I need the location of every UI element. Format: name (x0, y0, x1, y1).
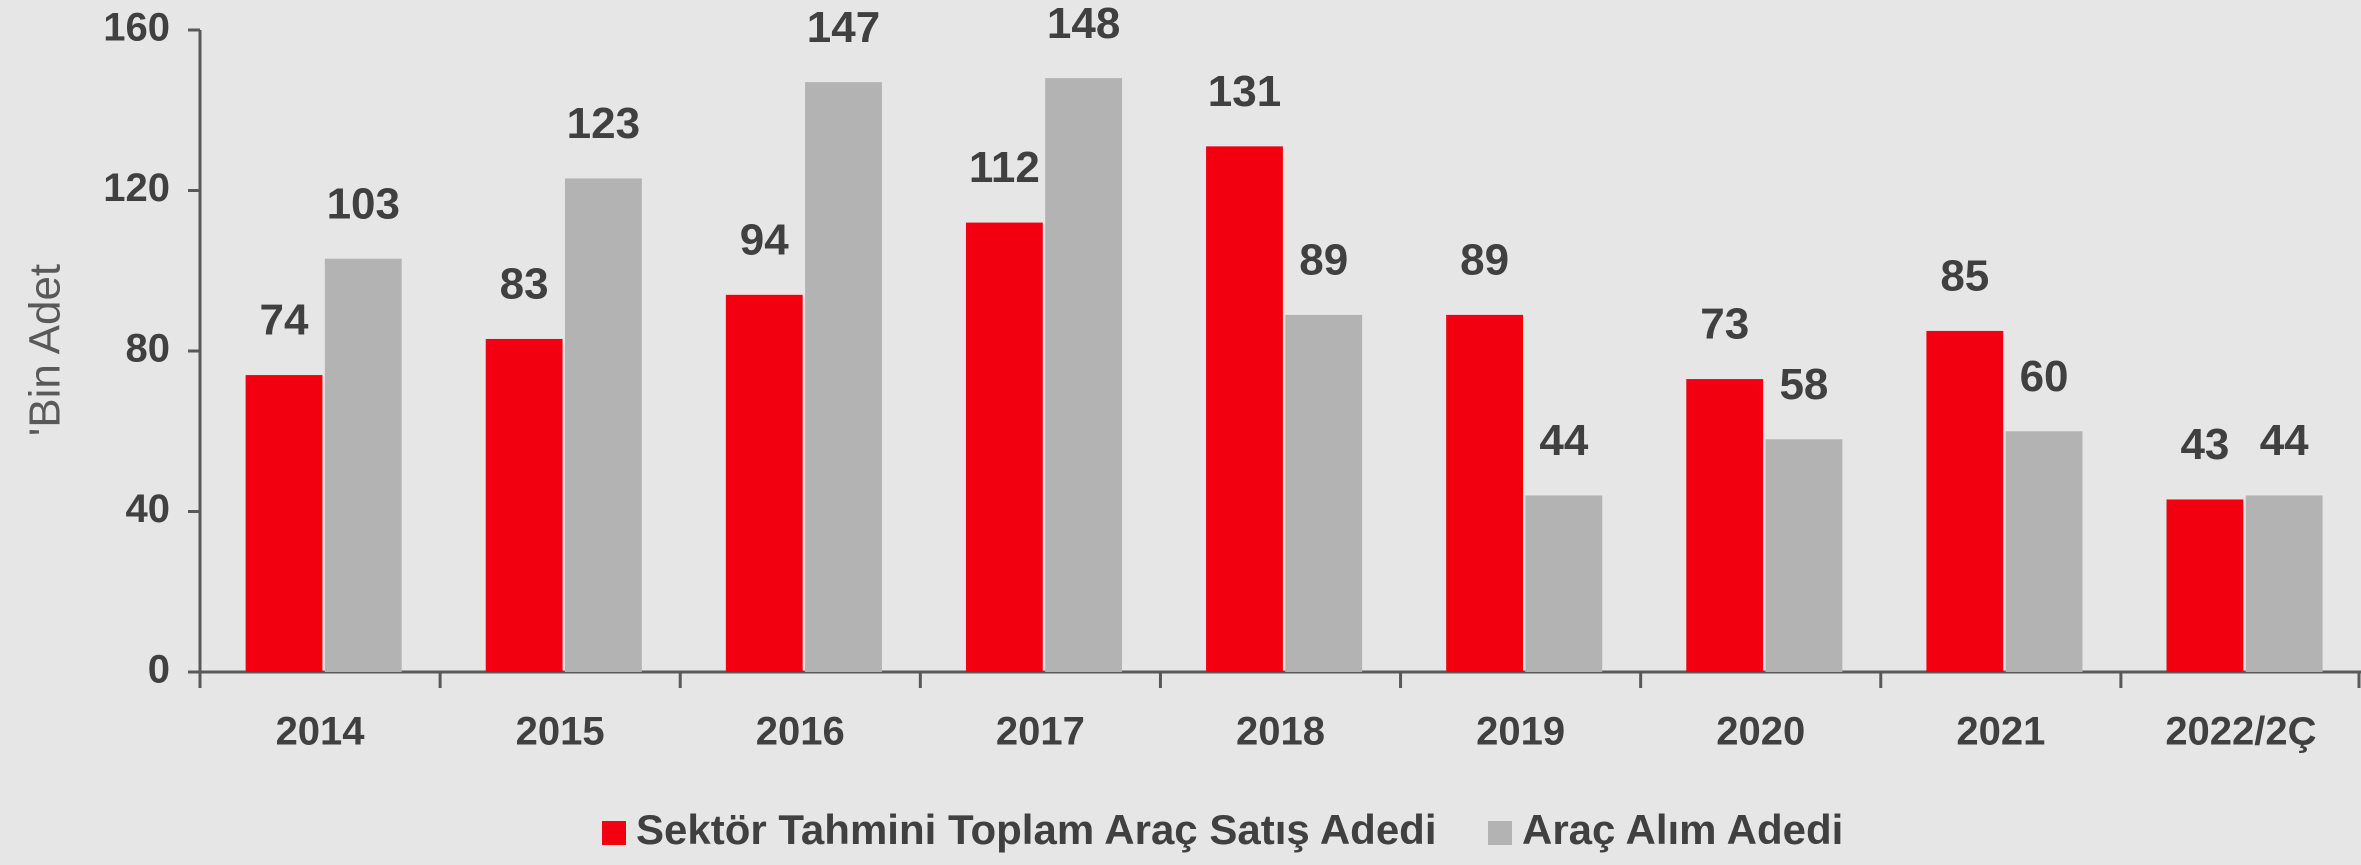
legend-label: Araç Alım Adedi (1522, 806, 1843, 853)
bar (805, 82, 882, 673)
y-tick-label: 80 (126, 327, 171, 371)
legend-label: Sektör Tahmini Toplam Araç Satış Adedi (636, 806, 1437, 853)
x-tick-label: 2015 (516, 710, 605, 754)
x-tick-label: 2018 (1236, 710, 1325, 754)
bar (1045, 78, 1123, 672)
x-tick-label: 2019 (1476, 710, 1565, 754)
bar (1686, 379, 1764, 672)
x-tick-label: 2021 (1956, 710, 2045, 754)
value-label: 94 (740, 215, 789, 264)
y-tick-label: 40 (126, 487, 171, 531)
bar (1525, 495, 1603, 672)
bar (564, 178, 642, 672)
y-tick-label: 0 (148, 648, 170, 692)
bar (1765, 439, 1843, 672)
x-tick-label: 2022/2Ç (2165, 710, 2316, 754)
value-label: 148 (1047, 0, 1120, 48)
x-tick-label: 2014 (276, 710, 366, 754)
value-label: 43 (2180, 420, 2229, 469)
x-tick-label: 2016 (756, 710, 845, 754)
value-label: 112 (969, 143, 1040, 192)
legend-swatch (1488, 821, 1512, 845)
x-tick-label: 2020 (1716, 710, 1805, 754)
bar (1206, 146, 1283, 673)
bar (245, 375, 323, 672)
value-label: 44 (1539, 416, 1588, 465)
value-label: 44 (2260, 416, 2309, 465)
value-label: 74 (260, 296, 309, 345)
value-label: 123 (567, 99, 640, 148)
bar (1285, 314, 1363, 672)
bar (1926, 330, 2004, 672)
bar (2245, 495, 2323, 672)
y-axis-title: 'Bin Adet (21, 264, 70, 436)
value-label: 147 (807, 3, 880, 52)
bar (725, 294, 803, 672)
bar (485, 338, 563, 672)
value-label: 103 (327, 179, 400, 228)
value-label: 131 (1208, 67, 1281, 116)
value-label: 89 (1299, 236, 1348, 285)
value-label: 73 (1700, 300, 1749, 349)
bar (1446, 314, 1524, 672)
bar (2166, 499, 2244, 672)
value-label: 60 (2020, 352, 2069, 401)
legend-swatch (602, 821, 626, 845)
value-label: 85 (1940, 252, 1989, 301)
bar (965, 222, 1043, 672)
y-tick-label: 120 (103, 166, 170, 210)
bar (2005, 431, 2083, 672)
x-tick-label: 2017 (996, 710, 1085, 754)
value-label: 89 (1460, 236, 1509, 285)
value-label: 83 (500, 260, 549, 309)
bar (324, 258, 402, 672)
y-tick-label: 160 (103, 6, 170, 50)
value-label: 58 (1779, 360, 1828, 409)
